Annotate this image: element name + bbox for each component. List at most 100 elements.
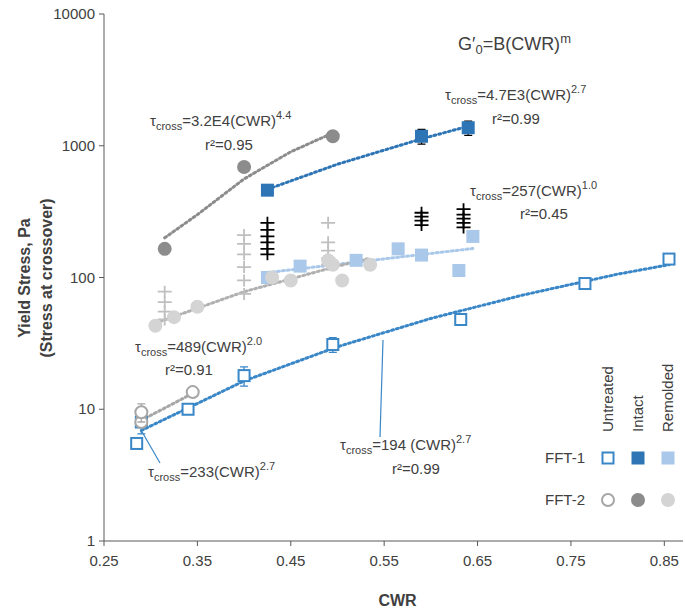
legend-marker [633, 453, 644, 464]
subscript: cross [141, 346, 168, 358]
y-tick [99, 409, 104, 410]
point [262, 185, 273, 196]
point [183, 404, 194, 415]
fit-line [141, 265, 669, 431]
chart: 1101001000100000.250.350.450.550.650.750… [0, 0, 685, 614]
x-tick [664, 541, 665, 546]
x-tick-label: 0.45 [276, 552, 305, 569]
superscript: 2.0 [247, 335, 262, 347]
legend-marker [632, 494, 644, 506]
point [159, 243, 171, 255]
point [266, 272, 278, 284]
point [149, 320, 161, 332]
subscript: cross [346, 444, 373, 456]
point [327, 130, 339, 142]
annotation: τcross=257(CWR)1.0 [470, 179, 597, 202]
legend-label: FFT-2 [545, 491, 585, 508]
superscript: 1.0 [582, 179, 597, 191]
point [237, 248, 251, 260]
point [455, 314, 466, 325]
y-tick-label: 100 [70, 269, 95, 286]
point [327, 259, 339, 271]
point [158, 286, 172, 298]
point [579, 278, 590, 289]
leader-line [380, 340, 383, 437]
point [237, 238, 251, 250]
annotation: τcross=194 (CWR)2.7 [340, 433, 471, 456]
body: =257(CWR) [502, 182, 582, 199]
fit-line [267, 126, 468, 189]
point [191, 301, 203, 313]
x-tick-label: 0.25 [89, 552, 118, 569]
body: =194 (CWR) [372, 436, 456, 453]
superscript: 2.7 [260, 460, 275, 472]
point [467, 231, 478, 242]
fit-line [267, 249, 472, 273]
point [295, 261, 306, 272]
point [237, 261, 251, 273]
annotation-r2: r²=0.99 [392, 460, 440, 477]
leader-line [141, 430, 160, 463]
point [336, 274, 348, 286]
superscript: 2.7 [456, 433, 471, 445]
subscript: cross [476, 190, 503, 202]
y-tick [99, 14, 104, 15]
annotation: τcross=233(CWR)2.7 [148, 460, 275, 483]
superscript: 4.4 [276, 109, 291, 121]
annotation: τcross=4.7E3(CWR)2.7 [445, 83, 586, 106]
legend-label: Untreated [599, 366, 616, 432]
point [239, 370, 250, 381]
y-tick [99, 541, 104, 542]
y-tick-label: 1000 [62, 137, 95, 154]
legend-marker [663, 453, 674, 464]
y-tick [99, 277, 104, 278]
annotation-r2: r²=0.45 [520, 205, 568, 222]
point [237, 288, 251, 300]
formula: G′0=B(CWR)m [458, 31, 571, 57]
point [351, 255, 362, 266]
annotation: τcross=489(CWR)2.0 [135, 335, 262, 358]
point [393, 243, 404, 254]
point [285, 274, 297, 286]
legend-marker [602, 494, 614, 506]
point [238, 161, 250, 173]
x-tick [197, 541, 198, 546]
y-axis-label: Yield Stress, Pa [16, 218, 33, 338]
body: =233(CWR) [180, 463, 260, 480]
subscript: cross [154, 471, 181, 483]
legend-marker [603, 453, 614, 464]
x-tick-label: 0.35 [183, 552, 212, 569]
point [453, 265, 464, 276]
x-tick-label: 0.65 [463, 552, 492, 569]
x-tick [104, 541, 105, 546]
legend-label: FFT-1 [545, 449, 585, 466]
body: =B(CWR) [483, 34, 561, 54]
y-tick-label: 10 [78, 400, 95, 417]
annotation-r2: r²=0.95 [205, 136, 253, 153]
annotation: τcross=3.2E4(CWR)4.4 [150, 109, 291, 132]
point [237, 274, 251, 286]
x-tick [384, 541, 385, 546]
point [187, 386, 199, 398]
subscript: cross [156, 120, 183, 132]
point [416, 131, 427, 142]
point [168, 311, 180, 323]
point [321, 217, 335, 229]
point [327, 339, 338, 350]
superscript: m [560, 31, 571, 46]
subscript: cross [451, 94, 478, 106]
fit-line [165, 133, 333, 238]
subscript: 0 [475, 42, 482, 57]
point [416, 250, 427, 261]
legend-label: Remolded [659, 364, 676, 432]
x-tick-label: 0.75 [556, 552, 585, 569]
x-tick [477, 541, 478, 546]
y-tick [99, 145, 104, 146]
body: =4.7E3(CWR) [477, 86, 571, 103]
x-axis-label: CWR [378, 592, 417, 609]
x-tick-label: 0.55 [370, 552, 399, 569]
point [415, 219, 429, 231]
symbol: G′ [458, 34, 476, 54]
x-tick [290, 541, 291, 546]
point [131, 438, 142, 449]
